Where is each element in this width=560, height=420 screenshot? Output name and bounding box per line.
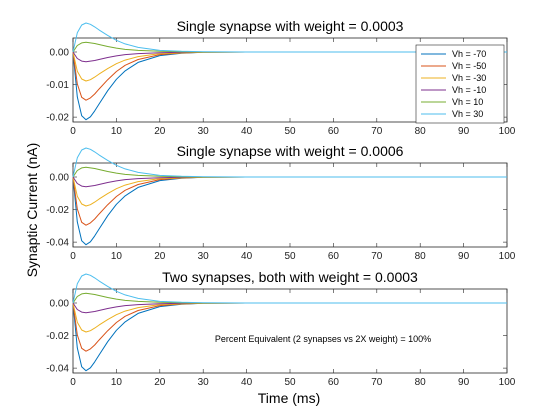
chart-panel-2: Single synapse with weight = 0.0006 0 10 20… — [46, 143, 516, 262]
x-tick-label: 30 — [198, 126, 210, 137]
x-tick-label: 20 — [154, 251, 166, 262]
x-tick-label: 100 — [499, 126, 516, 137]
legend-label: Vh = 30 — [452, 109, 483, 119]
annotation-text: Percent Equivalent (2 synapses vs 2X wei… — [215, 334, 431, 344]
chart-title: Single synapse with weight = 0.0006 — [177, 143, 404, 159]
x-tick-label: 50 — [284, 126, 296, 137]
x-tick-label: 20 — [154, 377, 166, 388]
chart-title: Single synapse with weight = 0.0003 — [177, 18, 404, 34]
x-tick-label: 10 — [111, 377, 123, 388]
chart-title: Two synapses, both with weight = 0.0003 — [162, 269, 418, 285]
x-tick-label: 60 — [328, 251, 340, 262]
y-tick-label: 0.00 — [50, 48, 70, 59]
chart-panel-1: Single synapse with weight = 0.0003 0 10 20… — [46, 18, 516, 137]
legend-label: Vh = -70 — [452, 49, 486, 59]
x-tick-label: 70 — [371, 126, 383, 137]
chart-panel-3: Two synapses, both with weight = 0.0003 0… — [46, 269, 516, 388]
x-tick-label: 80 — [415, 126, 427, 137]
x-tick-label: 30 — [198, 377, 210, 388]
x-tick-label: 80 — [415, 377, 427, 388]
legend-label: Vh = -50 — [452, 61, 486, 71]
x-tick-label: 0 — [70, 126, 76, 137]
y-tick-label: -0.02 — [46, 113, 69, 124]
y-tick-label: -0.02 — [46, 205, 69, 216]
x-tick-label: 50 — [284, 377, 296, 388]
x-tick-label: 80 — [415, 251, 427, 262]
legend: Vh = -70 Vh = -50 Vh = -30 Vh = -10 Vh = 10 V… — [415, 44, 505, 124]
x-tick-label: 90 — [458, 377, 470, 388]
x-tick-label: 50 — [284, 251, 296, 262]
series-line-6 — [72, 147, 507, 178]
x-tick-label: 90 — [458, 251, 470, 262]
figure-xlabel: Time (ms) — [258, 390, 320, 406]
x-tick-label: 0 — [70, 377, 76, 388]
legend-label: Vh = -10 — [452, 85, 486, 95]
series-line-6 — [72, 273, 507, 304]
x-tick-label: 60 — [328, 126, 340, 137]
y-tick-label: 0.00 — [50, 173, 70, 184]
x-tick-label: 0 — [70, 251, 76, 262]
y-tick-label: -0.04 — [46, 238, 69, 249]
charts-layer: Single synapse with weight = 0.0003 0 10 20… — [46, 18, 516, 388]
x-tick-label: 100 — [499, 377, 516, 388]
x-tick-label: 70 — [371, 251, 383, 262]
x-tick-label: 10 — [111, 251, 123, 262]
x-tick-label: 90 — [458, 126, 470, 137]
y-tick-label: -0.02 — [46, 331, 69, 342]
x-tick-label: 40 — [241, 251, 253, 262]
x-tick-label: 40 — [241, 126, 253, 137]
legend-label: Vh = 10 — [452, 97, 483, 107]
y-tick-label: -0.01 — [46, 80, 69, 91]
x-tick-label: 70 — [371, 377, 383, 388]
x-tick-label: 40 — [241, 377, 253, 388]
figure-ylabel: Synaptic Current (nA) — [24, 143, 40, 278]
x-tick-label: 100 — [499, 251, 516, 262]
y-tick-label: -0.04 — [46, 364, 69, 375]
x-tick-label: 20 — [154, 126, 166, 137]
y-tick-label: 0.00 — [50, 299, 70, 310]
legend-box — [415, 44, 505, 124]
x-tick-label: 10 — [111, 126, 123, 137]
x-tick-label: 30 — [198, 251, 210, 262]
series-line-6 — [72, 22, 507, 53]
legend-label: Vh = -30 — [452, 73, 486, 83]
x-tick-label: 60 — [328, 377, 340, 388]
